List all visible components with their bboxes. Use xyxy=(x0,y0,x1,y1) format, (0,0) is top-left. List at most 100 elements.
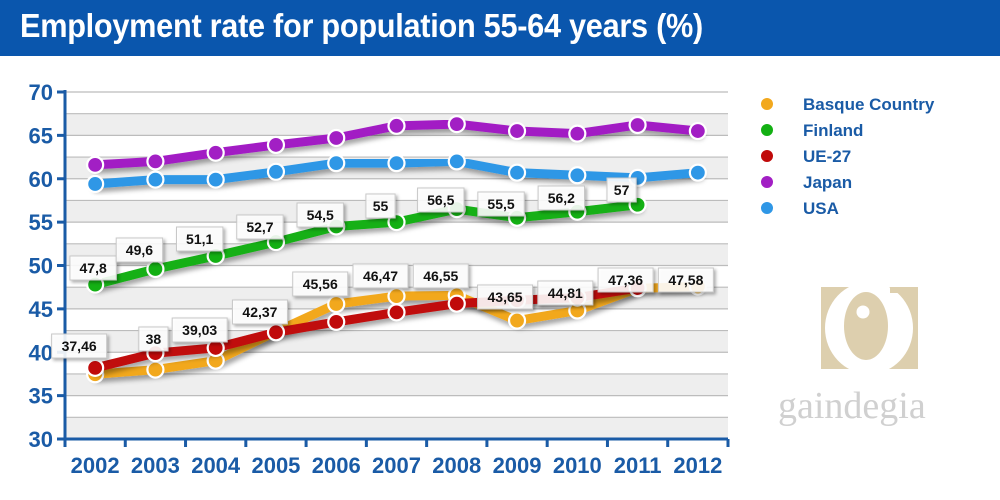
logo-dot xyxy=(856,305,870,319)
data-label-text: 51,1 xyxy=(186,231,213,247)
series-line xyxy=(90,200,643,290)
data-point xyxy=(86,155,105,174)
data-label-box xyxy=(51,333,108,359)
data-point xyxy=(266,135,286,155)
x-tick-label: 2004 xyxy=(191,453,241,478)
data-label: 42,37 xyxy=(231,299,288,325)
y-tick-label: 60 xyxy=(29,167,53,192)
data-point xyxy=(507,311,527,330)
x-tick-label: 2007 xyxy=(372,453,421,478)
y-tick-label: 30 xyxy=(29,427,53,452)
data-label-text: 38 xyxy=(146,331,162,347)
data-label-text: 45,56 xyxy=(303,276,338,292)
legend-swatch-marker xyxy=(759,96,775,112)
data-labels: 47,8 49,6 51,1 52,7 54,5 55 56,5 55,5 56,2 57 37,4… xyxy=(51,177,714,359)
data-point xyxy=(507,163,527,182)
legend-item-finland: Finland xyxy=(742,121,863,140)
legend-swatch-marker xyxy=(759,122,775,138)
data-label-box xyxy=(412,263,469,289)
data-label-text: 37,46 xyxy=(62,338,97,354)
x-tick-label: 2012 xyxy=(673,453,722,478)
data-label-text: 47,8 xyxy=(80,260,107,276)
y-tick-label: 40 xyxy=(29,340,53,365)
data-point xyxy=(387,154,406,173)
data-label: 46,55 xyxy=(412,263,469,289)
data-point xyxy=(387,303,406,322)
data-label: 51,1 xyxy=(175,226,224,252)
data-label-box xyxy=(115,237,164,263)
data-label-box xyxy=(365,193,396,219)
data-label-text: 44,81 xyxy=(548,285,583,301)
x-tick-label: 2005 xyxy=(251,453,300,478)
y-tick-label: 70 xyxy=(29,80,53,105)
logo-oval xyxy=(844,292,888,360)
data-point xyxy=(146,170,165,189)
data-point xyxy=(86,358,105,377)
data-point xyxy=(447,294,466,313)
data-label: 47,36 xyxy=(597,267,654,293)
data-label-box xyxy=(597,267,654,293)
y-tick-label: 55 xyxy=(29,210,53,235)
grid-band xyxy=(65,243,728,266)
data-label-text: 52,7 xyxy=(246,219,273,235)
legend-label: Japan xyxy=(803,173,852,192)
data-point xyxy=(146,259,165,279)
data-label: 55 xyxy=(365,193,396,219)
data-label-box xyxy=(417,187,465,213)
data-label: 56,5 xyxy=(417,187,465,213)
data-point xyxy=(447,152,466,171)
data-point xyxy=(387,287,406,306)
data-label-box xyxy=(171,317,228,343)
data-label: 54,5 xyxy=(296,202,344,228)
data-label-box xyxy=(606,177,637,203)
legend-label: Finland xyxy=(803,121,863,140)
data-label: 46,47 xyxy=(352,263,409,289)
data-label-text: 39,03 xyxy=(182,322,217,338)
data-label: 47,58 xyxy=(657,267,714,293)
grid-band xyxy=(65,373,728,396)
legend-label: USA xyxy=(803,199,839,218)
legend-label: UE-27 xyxy=(803,147,851,166)
data-point xyxy=(206,143,225,162)
data-point xyxy=(206,170,225,189)
data-label: 56,2 xyxy=(537,185,586,211)
legend-item-usa: USA xyxy=(742,199,839,218)
x-tick-label: 2002 xyxy=(71,453,120,478)
legend: Basque Country Finland UE-27 Japan USA xyxy=(742,95,935,218)
legend-swatch-marker xyxy=(759,200,775,216)
data-label: 39,03 xyxy=(171,317,228,343)
data-label: 57 xyxy=(606,177,637,203)
data-label: 43,65 xyxy=(477,284,534,310)
data-point xyxy=(568,166,587,185)
data-label-text: 47,58 xyxy=(668,272,703,288)
legend-item-basque-country: Basque Country xyxy=(742,95,935,114)
data-label-text: 46,55 xyxy=(423,268,458,284)
y-tick-label: 45 xyxy=(29,297,53,322)
data-label-text: 55 xyxy=(373,198,389,214)
data-label-box xyxy=(292,271,349,297)
data-label-text: 55,5 xyxy=(487,196,514,212)
data-label: 47,8 xyxy=(69,255,117,281)
data-label: 38 xyxy=(138,326,169,352)
data-point xyxy=(266,323,286,342)
data-label-box xyxy=(352,263,409,289)
series-usa xyxy=(86,152,707,194)
data-point xyxy=(146,152,165,171)
grid-band xyxy=(65,417,728,439)
data-label: 49,6 xyxy=(115,237,164,263)
legend-swatch-marker xyxy=(759,174,775,190)
data-label-text: 46,47 xyxy=(363,268,398,284)
axes: 30 35 40 45 50 55 60 65 70 2002 2003 2004 2005 2006 20… xyxy=(29,80,730,478)
data-label-box xyxy=(477,284,534,310)
data-label-box xyxy=(477,191,525,217)
data-point xyxy=(327,294,346,314)
title-bar: Employment rate for population 55-64 yea… xyxy=(0,0,1000,56)
data-point xyxy=(387,116,406,135)
data-point xyxy=(688,121,707,141)
gaindegia-logo: gaindegia xyxy=(778,282,926,427)
data-label-text: 56,2 xyxy=(548,190,575,206)
data-label-box xyxy=(537,185,586,211)
logo-text: gaindegia xyxy=(778,385,926,427)
data-label-box xyxy=(231,299,288,325)
data-label-text: 54,5 xyxy=(307,207,334,223)
